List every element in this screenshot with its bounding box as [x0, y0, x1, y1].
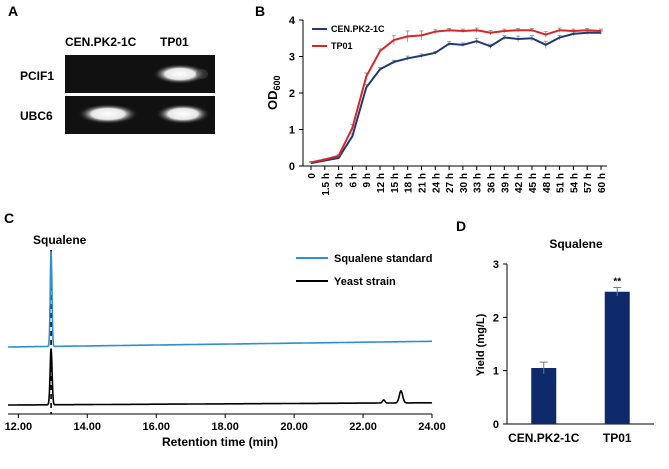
growth-y-label: OD600 — [265, 75, 282, 110]
gel-panel: CEN.PK2-1C TP01 PCIF1 UBC6 — [20, 35, 215, 134]
gel-lane-label-1: CEN.PK2-1C — [65, 35, 137, 49]
yield-chart-title: Squalene — [549, 237, 603, 251]
growth-x-tick-label: 12 h — [376, 173, 387, 193]
yield-y-tick-label: 3 — [493, 259, 499, 271]
growth-x-tick-label: 24 h — [431, 173, 442, 193]
growth-x-tick-label: 27 h — [445, 173, 456, 193]
chromatogram-chart: Squalene 12.00 14.00 16.00 18.00 20.00 22.00 2… — [5, 233, 446, 449]
growth-x-tick-label: 45 h — [528, 173, 539, 193]
growth-x-tick-label: 51 h — [556, 173, 567, 193]
chrom-trace-0 — [8, 251, 432, 348]
growth-x-tick-label: 15 h — [390, 173, 401, 193]
growth-x-tick-label: 60 h — [597, 173, 608, 193]
chrom-x-tick-label: 20.00 — [280, 421, 308, 433]
growth-series-line-0 — [310, 31, 601, 165]
growth-y-tick-label: 3 — [289, 52, 295, 64]
growth-y-tick-label: 4 — [289, 15, 296, 27]
growth-x-tick-label: 48 h — [542, 173, 553, 193]
panel-a-letter: A — [8, 3, 18, 19]
growth-x-tick-label: 3 h — [335, 173, 346, 187]
gel-band-ubc6-tp01 — [156, 104, 210, 124]
yield-y-tick-label: 0 — [493, 419, 499, 431]
growth-y-tick-label: 1 — [289, 125, 295, 137]
growth-x-tick-label: 39 h — [500, 173, 511, 193]
legend-label-yeast: Yeast strain — [334, 276, 396, 288]
yield-bar — [531, 368, 557, 424]
squalene-peak-annotation: Squalene — [33, 233, 87, 247]
gel-row-label-pcif1: PCIF1 — [20, 69, 54, 83]
legend-label-tp01: TP01 — [331, 41, 353, 51]
panel-c-letter: C — [4, 210, 14, 226]
growth-x-tick-label: 9 h — [362, 173, 373, 187]
growth-x-tick-label: 57 h — [583, 173, 594, 193]
yield-bar-chart: Squalene Yield (mg/L) 0 1 2 3 CEN.PK2-1C ** TP… — [475, 237, 654, 445]
growth-x-tick-label: 0 — [307, 173, 318, 179]
growth-y-tick-label: 0 — [289, 161, 295, 173]
panel-d-letter: D — [456, 218, 466, 234]
yield-category-label: CEN.PK2-1C — [508, 431, 580, 445]
growth-series-line-1 — [310, 29, 602, 164]
gel-row-label-ubc6: UBC6 — [20, 109, 53, 123]
yield-significance: ** — [613, 276, 621, 287]
growth-legend: CEN.PK2-1C TP01 — [312, 24, 385, 51]
chrom-x-tick-label: 18.00 — [211, 421, 239, 433]
gel-band-ubc6-cen — [78, 104, 138, 124]
chrom-x-tick-label: 12.00 — [5, 421, 33, 433]
legend-label-cen: CEN.PK2-1C — [331, 24, 385, 34]
growth-x-tick-label: 42 h — [514, 173, 525, 193]
yield-y-tick-label: 2 — [493, 312, 499, 324]
gel-band-faint — [196, 69, 208, 79]
chrom-x-label: Retention time (min) — [162, 435, 278, 449]
gel-lane-label-2: TP01 — [160, 35, 189, 49]
growth-x-tick-label: 54 h — [569, 173, 580, 193]
chrom-legend: Squalene standard Yeast strain — [296, 253, 432, 288]
growth-x-tick-label: 36 h — [487, 173, 498, 193]
chrom-x-tick-label: 16.00 — [142, 421, 170, 433]
yield-y-label: Yield (mg/L) — [475, 313, 487, 376]
chrom-x-tick-label: 14.00 — [74, 421, 102, 433]
chrom-x-tick-label: 22.00 — [349, 421, 377, 433]
growth-x-tick-label: 21 h — [417, 173, 428, 193]
yield-y-tick-label: 1 — [493, 366, 499, 378]
growth-x-tick-label: 30 h — [459, 173, 470, 193]
chrom-x-tick-label: 24.00 — [418, 421, 446, 433]
growth-y-tick-label: 2 — [289, 88, 295, 100]
growth-x-tick-label: 1.5 h — [321, 173, 332, 196]
yield-category-label: TP01 — [603, 431, 632, 445]
legend-label-standard: Squalene standard — [334, 253, 432, 265]
growth-x-tick-label: 18 h — [404, 173, 415, 193]
gel-band-pcif1-tp01 — [153, 64, 207, 84]
growth-x-tick-label: 33 h — [473, 173, 484, 193]
panel-b-letter: B — [255, 3, 265, 19]
yield-bar — [604, 291, 630, 424]
growth-x-tick-label: 6 h — [348, 173, 359, 187]
chrom-trace-1 — [8, 348, 433, 406]
